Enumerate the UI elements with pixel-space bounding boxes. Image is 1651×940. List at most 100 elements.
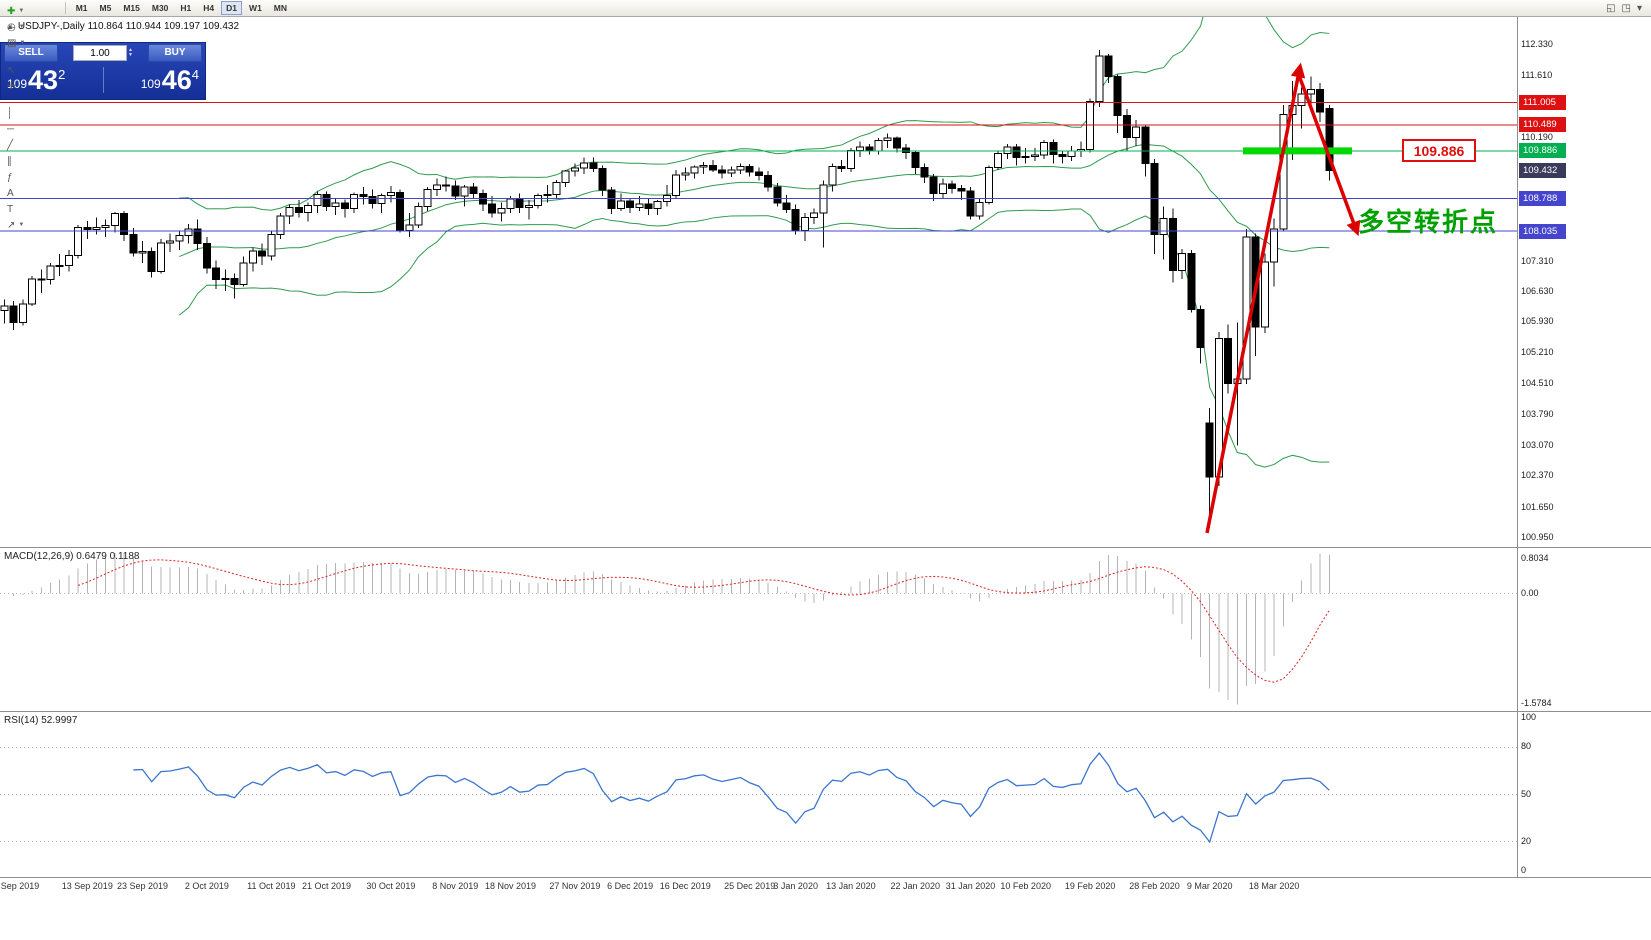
time-scale[interactable]: Sep 2019 13 Sep 2019 23 Sep 2019 2 Oct 2019… — [0, 878, 1517, 898]
indicators-add-button[interactable]: ✚ ▼ — [3, 3, 61, 19]
timeframe-button-m1[interactable]: M1 — [75, 2, 88, 13]
macd-signal-line — [77, 559, 1330, 683]
label-tool-icon: T — [7, 203, 14, 215]
vline-tool-button[interactable]: │ — [3, 105, 61, 121]
price-tag-108.035[interactable]: 108.035 — [1519, 223, 1566, 239]
rsi-scale-20: 20 — [1521, 835, 1532, 846]
macd-scale-zero: 0.00 — [1521, 587, 1539, 598]
time-scale-label: 19 Feb 2020 — [1064, 881, 1116, 891]
volume-stepper[interactable]: ▲ ▼ — [128, 47, 133, 58]
ask-price: 109 46 4 — [140, 65, 199, 95]
text-tool-button[interactable]: A — [3, 185, 61, 201]
template-select-button[interactable]: ▨ ▼ — [3, 35, 61, 51]
price-scale-tick: 107.310 — [1521, 256, 1554, 267]
timeframe-button-d1[interactable]: D1 — [221, 0, 243, 15]
hline-tool-icon: ─ — [7, 123, 15, 135]
label-tool-button[interactable]: T — [3, 201, 61, 217]
time-scale-label: 2 Oct 2019 — [184, 881, 229, 891]
macd-scale-min: -1.5784 — [1521, 698, 1552, 708]
time-scale-label: 18 Mar 2020 — [1248, 881, 1300, 891]
indicators-add-dropdown-icon: ▼ — [18, 8, 25, 14]
price-scale-tick: 102.370 — [1521, 470, 1554, 481]
channel-tool-button[interactable]: ∥ — [3, 153, 61, 169]
macd-indicator[interactable] — [0, 553, 1517, 705]
rsi-indicator[interactable] — [0, 746, 1517, 844]
time-scale-label: 3 Jan 2020 — [773, 881, 818, 891]
price-scale-tick: 104.510 — [1521, 377, 1554, 388]
price-scale-tick: 103.070 — [1521, 440, 1554, 451]
timeframe-button-m30[interactable]: M30 — [151, 2, 169, 13]
text-tool-icon: A — [7, 187, 14, 199]
restore-window-icon[interactable]: ◳ — [1621, 2, 1631, 14]
price-scale-tick: 101.650 — [1521, 501, 1554, 512]
time-scale-label: 23 Sep 2019 — [116, 881, 169, 891]
period-select-button[interactable]: ◷ ▼ — [3, 19, 61, 35]
time-scale-label: 6 Dec 2019 — [607, 881, 654, 891]
price-tag-111.005[interactable]: 111.005 — [1519, 94, 1566, 110]
toolbar-more-icon[interactable]: ▾ — [1636, 2, 1642, 14]
price-scale-tick: 111.610 — [1521, 70, 1553, 81]
dock-window-icon[interactable]: ◱ — [1606, 2, 1616, 14]
tile-windows-icon: ⊞ — [7, 0, 15, 2]
time-scale-label: 22 Jan 2020 — [890, 881, 941, 891]
cursor-tool-button[interactable]: ↖ — [3, 62, 61, 78]
time-scale-label: 16 Dec 2019 — [659, 881, 711, 891]
arrows-tool-button[interactable]: ↗ ▼ — [3, 217, 61, 233]
sell-button[interactable]: SELL — [4, 44, 58, 62]
arrows-tool-icon: ↗ — [7, 219, 16, 231]
hline-tool-button[interactable]: ─ — [3, 121, 61, 137]
chart-header: ▲ USDJPY-,Daily 110.864 110.944 109.197 … — [6, 21, 239, 32]
time-scale-label: 13 Sep 2019 — [61, 881, 113, 891]
timeframe-button-mn[interactable]: MN — [273, 2, 288, 13]
one-click-trading-panel: SELL ▲▼ BUY 109 43 2 109 46 4 — [0, 42, 206, 100]
up-trend-arrow[interactable] — [1205, 62, 1306, 534]
price-tag-109.886[interactable]: 109.886 — [1519, 143, 1566, 159]
candles — [0, 49, 1334, 529]
time-scale-label: 10 Feb 2020 — [1000, 881, 1051, 891]
bb-upper-band — [179, 17, 1330, 211]
indicators-add-icon: ✚ — [7, 5, 16, 17]
bid-price: 109 43 2 — [7, 65, 66, 95]
main-toolbar: ▤新订单◆▥◨▶自动交易≡▮∿⊕⊖⊞✚▼◷▼▨▼↖✛│─╱∥ƒAT↗▼ M1M5… — [0, 0, 1651, 231]
pane-separators — [0, 17, 1651, 878]
price-tag-108.788[interactable]: 108.788 — [1519, 190, 1566, 206]
time-scale-label: 8 Nov 2019 — [432, 881, 479, 891]
price-scale-tick: 112.330 — [1521, 39, 1553, 49]
price-scale-tick: 103.790 — [1521, 408, 1554, 419]
horizontal-level-lines[interactable] — [0, 101, 1517, 232]
bid-ask-divider — [102, 67, 104, 93]
arrows-tool-dropdown-icon: ▼ — [18, 222, 25, 228]
price-scale[interactable]: 112.330111.610110.910110.190109.470108.7… — [1518, 17, 1651, 878]
template-select-dropdown-icon: ▼ — [19, 40, 26, 46]
down-trend-arrow[interactable] — [1295, 69, 1361, 237]
time-scale-label: 27 Nov 2019 — [549, 881, 601, 891]
period-select-icon: ◷ — [7, 21, 16, 33]
timeframe-button-w1[interactable]: W1 — [249, 2, 262, 13]
tile-windows-button[interactable]: ⊞ — [3, 0, 61, 3]
volume-input[interactable] — [73, 45, 128, 61]
macd-scale-max: 0.8034 — [1521, 553, 1549, 563]
trendline-tool-button[interactable]: ╱ — [3, 137, 61, 153]
time-scale-label: 11 Oct 2019 — [247, 881, 296, 891]
rsi-scale-100: 100 — [1521, 712, 1537, 722]
crosshair-tool-button[interactable]: ✛ — [3, 78, 61, 94]
rsi-scale-50: 50 — [1521, 788, 1532, 799]
time-scale-label: 13 Jan 2020 — [826, 881, 876, 891]
buy-button[interactable]: BUY — [148, 44, 202, 62]
price-scale-tick: 110.190 — [1521, 131, 1553, 142]
timeframe-button-m5[interactable]: M5 — [99, 2, 112, 13]
timeframe-button-h1[interactable]: H1 — [180, 2, 192, 13]
price-scale-tick: 100.950 — [1521, 531, 1554, 542]
timeframe-button-m15[interactable]: M15 — [123, 2, 140, 13]
support-highlight-bar[interactable] — [1243, 147, 1352, 155]
timeframe-button-h4[interactable]: H4 — [203, 2, 215, 13]
fibo-tool-button[interactable]: ƒ — [3, 169, 61, 185]
rsi-scale-80: 80 — [1521, 741, 1532, 752]
cursor-tool-icon: ↖ — [7, 64, 16, 76]
trend-arrows[interactable] — [1205, 62, 1361, 534]
time-scale-label: Sep 2019 — [0, 881, 40, 891]
price-tag-110.489[interactable]: 110.489 — [1519, 117, 1566, 133]
chart-ohlc-text: USDJPY-,Daily 110.864 110.944 109.197 10… — [17, 21, 240, 32]
